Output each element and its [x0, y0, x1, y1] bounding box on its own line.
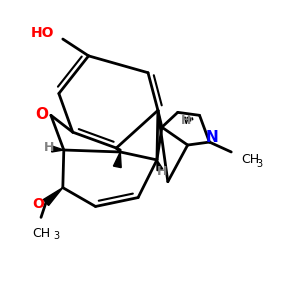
Text: O: O	[32, 196, 44, 211]
Text: 3: 3	[53, 231, 59, 241]
Polygon shape	[44, 188, 63, 206]
Text: HO: HO	[31, 26, 55, 40]
Text: O: O	[35, 107, 49, 122]
Text: N: N	[206, 130, 219, 145]
Text: CH: CH	[32, 227, 50, 240]
Text: H: H	[157, 165, 167, 178]
Text: CH: CH	[241, 153, 259, 167]
Text: H: H	[181, 114, 191, 127]
Text: 3: 3	[256, 159, 262, 169]
Polygon shape	[157, 160, 163, 171]
Text: H: H	[44, 140, 54, 154]
Polygon shape	[52, 146, 64, 152]
Polygon shape	[113, 152, 121, 168]
